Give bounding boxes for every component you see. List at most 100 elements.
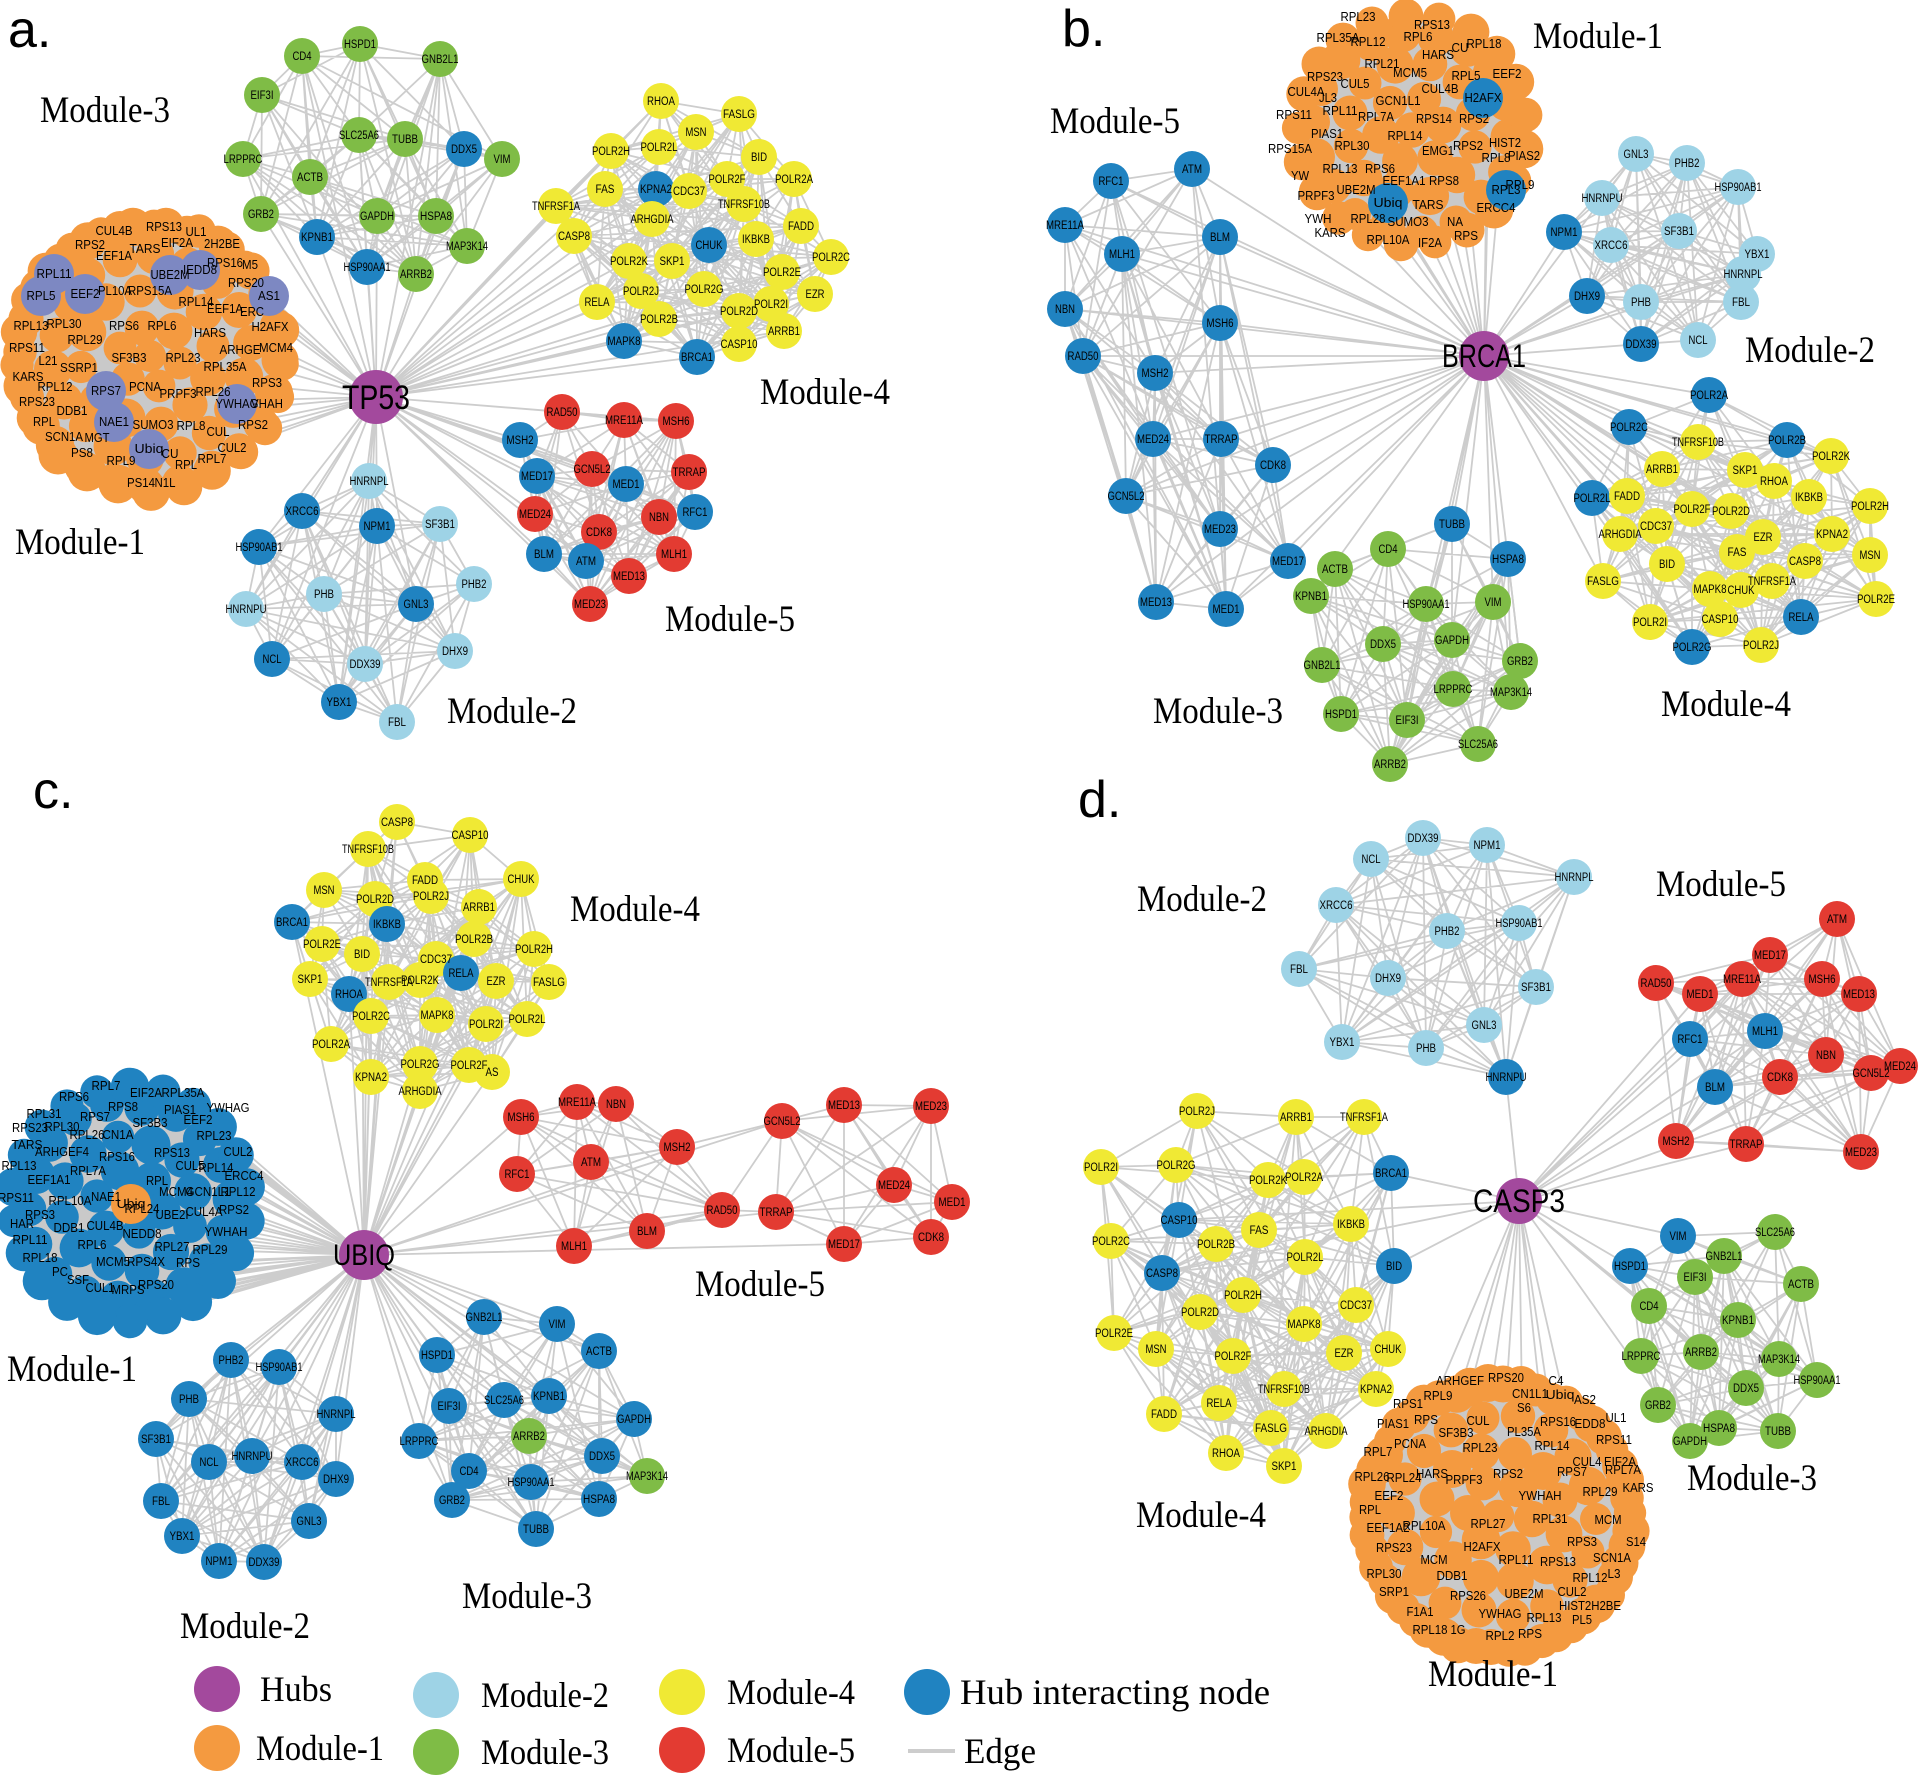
svg-text:FASLG: FASLG [1587,576,1619,588]
svg-text:RPS: RPS [176,1255,200,1270]
svg-text:GAPDH: GAPDH [360,211,394,223]
svg-text:RPL12: RPL12 [221,1184,256,1199]
svg-text:Ubiq: Ubiq [117,1196,146,1211]
svg-text:CUL4A: CUL4A [1288,84,1325,99]
svg-text:RPL11: RPL11 [1499,1552,1534,1567]
svg-text:CHUK: CHUK [696,240,723,252]
svg-text:RPL26: RPL26 [196,384,231,399]
svg-text:MAPK8: MAPK8 [1288,1319,1321,1331]
svg-text:BLM: BLM [1210,232,1230,244]
svg-text:POLR2A: POLR2A [1690,390,1728,402]
svg-text:NEDD8: NEDD8 [123,1226,162,1241]
svg-text:FBL: FBL [1290,964,1309,976]
svg-text:TRRAP: TRRAP [1730,1139,1763,1151]
svg-text:CDK8: CDK8 [1767,1072,1793,1084]
svg-text:Hubs: Hubs [260,1669,332,1709]
svg-text:POLR2C: POLR2C [1092,1236,1130,1248]
svg-text:DDX39: DDX39 [350,659,381,671]
svg-text:NAE1: NAE1 [99,414,129,429]
svg-text:RPL14: RPL14 [1388,128,1423,143]
svg-text:TNFRSF10B: TNFRSF10B [718,199,770,211]
svg-text:POLR2L: POLR2L [509,1014,547,1026]
svg-text:RELA: RELA [585,297,610,309]
svg-text:CDK8: CDK8 [1260,460,1286,472]
svg-text:H2AFX: H2AFX [1465,90,1502,105]
svg-text:EZR: EZR [1335,1348,1354,1360]
svg-text:FADD: FADD [1614,491,1640,503]
svg-text:HSPD1: HSPD1 [1325,709,1357,721]
svg-text:ATM: ATM [1182,164,1202,176]
svg-text:DHX9: DHX9 [1375,973,1401,985]
svg-text:RPS16: RPS16 [1540,1414,1576,1429]
svg-text:RPS6: RPS6 [1365,161,1395,176]
svg-text:Module-2: Module-2 [447,691,577,732]
svg-text:SLC25A6: SLC25A6 [484,1395,524,1407]
svg-text:RPS11: RPS11 [9,340,45,355]
svg-text:HSP90AB1: HSP90AB1 [236,542,283,554]
svg-text:MCM5: MCM5 [1393,65,1427,80]
svg-text:MCM: MCM [1595,1512,1622,1527]
svg-text:RPL35A: RPL35A [162,1085,205,1100]
svg-text:MCM4: MCM4 [159,1184,193,1199]
svg-text:HAR: HAR [10,1216,34,1231]
svg-text:KPNB1: KPNB1 [1295,591,1327,603]
svg-text:ARRB2: ARRB2 [513,1431,545,1443]
svg-text:MSH2: MSH2 [1142,368,1169,380]
svg-text:ARHGDIA: ARHGDIA [631,214,674,226]
svg-text:FADD: FADD [412,875,438,887]
svg-text:MED13: MED13 [1140,597,1172,609]
svg-text:ARRB1: ARRB1 [1646,464,1678,476]
svg-text:ATM: ATM [581,1157,601,1169]
svg-text:POLR2I: POLR2I [754,299,788,311]
svg-text:MLH1: MLH1 [1752,1026,1778,1038]
svg-text:Ubiq: Ubiq [1546,1387,1575,1402]
svg-text:Hub interacting node: Hub interacting node [960,1672,1270,1712]
svg-text:RPL35A: RPL35A [204,359,247,374]
svg-text:RPS13: RPS13 [154,1145,190,1160]
svg-text:MED17: MED17 [1754,950,1786,962]
svg-text:DDB1: DDB1 [1437,1568,1468,1583]
svg-text:EIF2A: EIF2A [1604,1454,1636,1469]
svg-text:BLM: BLM [534,549,554,561]
svg-text:PS14: PS14 [127,475,155,490]
svg-text:HNRNPL: HNRNPL [350,476,389,488]
svg-text:GAPDH: GAPDH [1435,635,1469,647]
svg-text:CUL4: CUL4 [1573,1454,1602,1469]
svg-text:SLC25A6: SLC25A6 [1755,1227,1795,1239]
svg-text:RHOA: RHOA [1760,476,1788,488]
svg-text:RPL6: RPL6 [148,318,177,333]
svg-text:HSP90AA1: HSP90AA1 [344,262,391,274]
svg-text:GCN5L2: GCN5L2 [1108,491,1145,503]
svg-text:EEF1A: EEF1A [96,248,132,263]
svg-text:RPS3: RPS3 [1567,1534,1597,1549]
svg-text:POLR2B: POLR2B [1768,435,1806,447]
svg-text:NCL: NCL [200,1457,219,1469]
svg-text:RPL31: RPL31 [27,1106,62,1121]
svg-text:Module-4: Module-4 [1661,684,1791,725]
svg-text:RPS6: RPS6 [109,318,139,333]
svg-text:POLR2I: POLR2I [1084,1162,1118,1174]
svg-text:RPS23: RPS23 [19,394,55,409]
svg-text:CDC37: CDC37 [673,186,705,198]
svg-text:L21: L21 [39,353,58,368]
svg-text:FADD: FADD [788,221,814,233]
svg-text:MSN: MSN [686,127,707,139]
svg-text:MAP3K14: MAP3K14 [1758,1354,1800,1366]
svg-text:RPL23: RPL23 [1463,1440,1498,1455]
svg-text:KPNA2: KPNA2 [1816,529,1848,541]
svg-text:RPS16: RPS16 [99,1149,135,1164]
svg-text:YBX1: YBX1 [1745,249,1770,261]
svg-text:FAS: FAS [596,184,615,196]
svg-text:Module-5: Module-5 [1050,101,1180,142]
svg-text:MSN: MSN [314,885,335,897]
svg-text:VHAH: VHAH [251,396,283,411]
svg-text:MED13: MED13 [828,1100,860,1112]
svg-text:CDC37: CDC37 [420,954,452,966]
svg-text:ATM: ATM [1827,914,1847,926]
svg-text:CUL4B: CUL4B [96,223,133,238]
svg-text:CN1A: CN1A [103,1127,134,1142]
svg-text:GRB2: GRB2 [248,209,274,221]
svg-text:YWHAH: YWHAH [205,1224,248,1239]
svg-text:Module-4: Module-4 [1136,1495,1266,1536]
svg-text:MED1: MED1 [939,1197,966,1209]
